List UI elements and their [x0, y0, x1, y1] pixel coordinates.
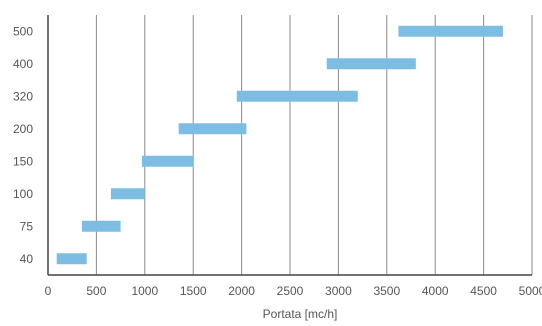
- x-tick-label-1000: 1000: [131, 284, 158, 298]
- x-tick-label-4000: 4000: [422, 284, 449, 298]
- y-tick-label-150: 150: [13, 154, 33, 168]
- range-bar-100: [110, 188, 145, 200]
- x-tick-label-2000: 2000: [228, 284, 255, 298]
- range-bar-400: [326, 58, 416, 70]
- range-bar-500: [398, 25, 503, 37]
- x-tick-label-3000: 3000: [325, 284, 352, 298]
- x-tick-label-5000: 5000: [519, 284, 542, 298]
- y-tick-label-320: 320: [13, 89, 33, 103]
- range-bar-320: [236, 90, 358, 102]
- y-tick-label-500: 500: [13, 24, 33, 38]
- y-tick-label-40: 40: [20, 252, 34, 266]
- x-tick-label-500: 500: [86, 284, 106, 298]
- range-bar-75: [81, 220, 121, 232]
- grid-lines: [95, 15, 533, 275]
- range-bar-200: [178, 123, 247, 135]
- y-tick-labels: 40 75 100 150 200 320 400 500: [13, 24, 33, 266]
- x-tick-label-3500: 3500: [373, 284, 400, 298]
- range-bar-40: [56, 253, 87, 265]
- x-tick-label-0: 0: [45, 284, 52, 298]
- x-tick-label-4500: 4500: [470, 284, 497, 298]
- x-tick-label-2500: 2500: [277, 284, 304, 298]
- range-bar-150: [141, 155, 194, 167]
- x-tick-labels: 0 500 1000 1500 2000 2500 3000 3500 4000 4500 5000: [45, 284, 542, 298]
- y-tick-label-200: 200: [13, 122, 33, 136]
- y-tick-label-400: 400: [13, 57, 33, 71]
- y-tick-label-100: 100: [13, 187, 33, 201]
- range-bars: [56, 25, 503, 265]
- x-tick-label-1500: 1500: [180, 284, 207, 298]
- y-tick-label-75: 75: [20, 219, 34, 233]
- x-axis-title: Portata [mc/h]: [263, 307, 338, 321]
